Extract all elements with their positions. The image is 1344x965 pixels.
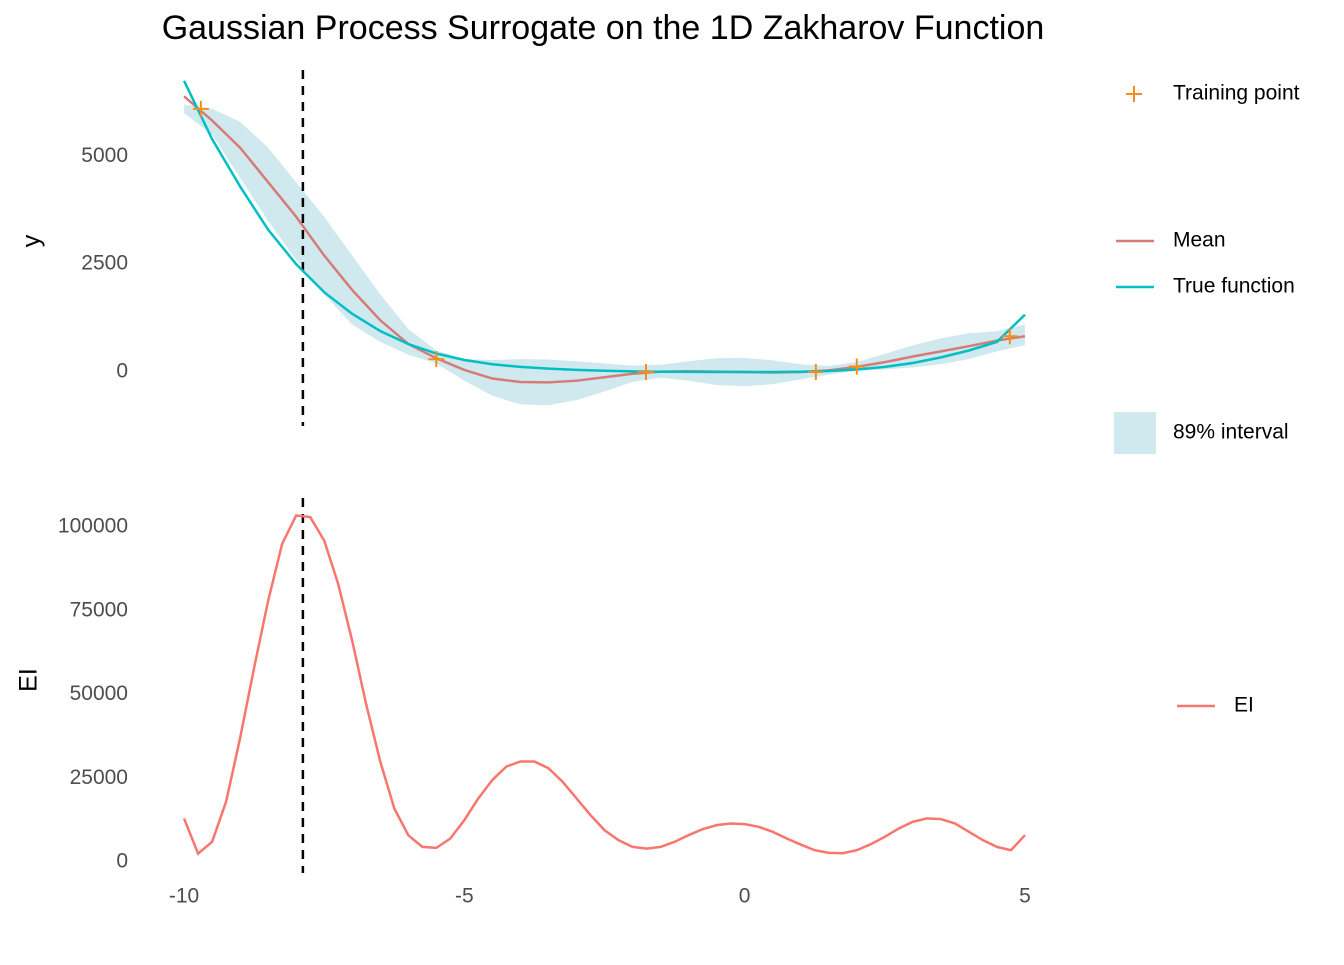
y-tick-label: 25000 — [70, 766, 128, 789]
y-tick-label: 50000 — [70, 682, 128, 705]
training-point — [637, 364, 654, 381]
legend-label: 89% interval — [1173, 421, 1289, 444]
training-point — [807, 364, 824, 381]
y-axis-label: EI — [15, 668, 43, 692]
y-tick-label: 5000 — [81, 144, 128, 167]
y-tick-label: 100000 — [58, 515, 128, 538]
training-point — [192, 100, 209, 117]
y-tick-label: 0 — [116, 849, 128, 872]
y-tick-label: 2500 — [81, 252, 128, 275]
y-tick-label: 75000 — [70, 598, 128, 621]
legend-label: EI — [1234, 694, 1254, 717]
x-tick-label: -10 — [169, 885, 199, 908]
chart-title: Gaussian Process Surrogate on the 1D Zak… — [162, 9, 1045, 47]
training-point — [428, 351, 445, 368]
interval-band — [184, 104, 1025, 406]
legend-label: Mean — [1173, 229, 1226, 252]
x-tick-label: -5 — [455, 885, 474, 908]
series-line — [182, 514, 1026, 856]
y-tick-label: 0 — [116, 360, 128, 383]
legend-swatch — [1114, 412, 1156, 454]
training-point — [848, 358, 865, 375]
x-tick-label: 5 — [1019, 885, 1031, 908]
legend-marker — [1126, 86, 1142, 102]
legend-label: True function — [1173, 275, 1295, 298]
legend-label: Training point — [1173, 82, 1300, 105]
series-line — [182, 80, 1026, 374]
series-line — [183, 95, 1026, 384]
training-point — [1001, 328, 1018, 345]
x-tick-label: 0 — [739, 885, 751, 908]
y-axis-label: y — [18, 234, 46, 247]
